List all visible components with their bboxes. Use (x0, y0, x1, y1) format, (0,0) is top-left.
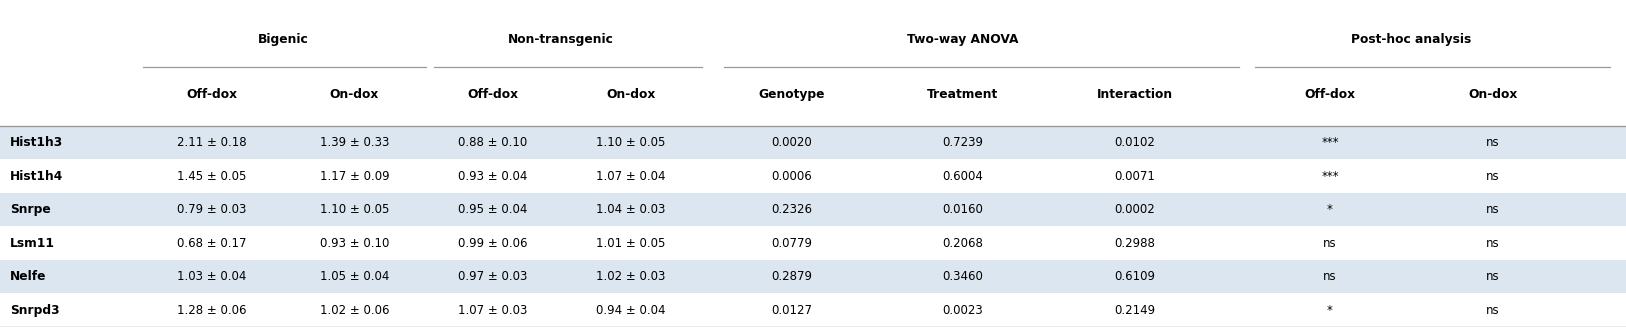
Text: 0.79 ± 0.03: 0.79 ± 0.03 (177, 203, 246, 216)
Text: 0.6109: 0.6109 (1114, 270, 1156, 283)
Text: 0.97 ± 0.03: 0.97 ± 0.03 (459, 270, 527, 283)
Text: 2.11 ± 0.18: 2.11 ± 0.18 (177, 136, 246, 149)
Text: 0.3460: 0.3460 (941, 270, 984, 283)
Text: ***: *** (1322, 136, 1338, 149)
Text: 0.95 ± 0.04: 0.95 ± 0.04 (459, 203, 527, 216)
Text: Hist1h3: Hist1h3 (10, 136, 63, 149)
Bar (0, 260, 1626, 294)
Text: 0.0127: 0.0127 (771, 304, 813, 317)
Text: 0.0160: 0.0160 (941, 203, 984, 216)
Text: On-dox: On-dox (330, 88, 379, 101)
Text: ns: ns (1486, 304, 1499, 317)
Text: ***: *** (1322, 170, 1338, 183)
Text: 0.99 ± 0.06: 0.99 ± 0.06 (459, 237, 527, 250)
Text: Lsm11: Lsm11 (10, 237, 55, 250)
Text: Interaction: Interaction (1098, 88, 1172, 101)
Text: ns: ns (1486, 170, 1499, 183)
Text: Genotype: Genotype (759, 88, 824, 101)
Text: Treatment: Treatment (927, 88, 998, 101)
Text: 0.0779: 0.0779 (771, 237, 813, 250)
Text: Off-dox: Off-dox (467, 88, 519, 101)
Text: ns: ns (1486, 136, 1499, 149)
Text: On-dox: On-dox (606, 88, 655, 101)
Bar (0, 160, 1626, 193)
Text: On-dox: On-dox (1468, 88, 1517, 101)
Text: 1.07 ± 0.03: 1.07 ± 0.03 (459, 304, 527, 317)
Text: 0.2068: 0.2068 (941, 237, 984, 250)
Text: Non-transgenic: Non-transgenic (507, 33, 615, 46)
Text: Hist1h4: Hist1h4 (10, 170, 63, 183)
Text: 0.7239: 0.7239 (941, 136, 984, 149)
Text: 1.02 ± 0.03: 1.02 ± 0.03 (597, 270, 665, 283)
Text: 1.17 ± 0.09: 1.17 ± 0.09 (320, 170, 389, 183)
Text: 0.0071: 0.0071 (1114, 170, 1156, 183)
Text: 1.02 ± 0.06: 1.02 ± 0.06 (320, 304, 389, 317)
Text: 0.0102: 0.0102 (1114, 136, 1156, 149)
Text: 0.2326: 0.2326 (771, 203, 813, 216)
Text: 0.0002: 0.0002 (1114, 203, 1156, 216)
Text: *: * (1327, 203, 1333, 216)
Text: 0.94 ± 0.04: 0.94 ± 0.04 (597, 304, 665, 317)
Text: Post-hoc analysis: Post-hoc analysis (1351, 33, 1472, 46)
Text: 0.88 ± 0.10: 0.88 ± 0.10 (459, 136, 527, 149)
Bar (0, 126, 1626, 160)
Text: 0.0020: 0.0020 (771, 136, 813, 149)
Text: Nelfe: Nelfe (10, 270, 46, 283)
Text: Off-dox: Off-dox (1304, 88, 1356, 101)
Text: 0.0006: 0.0006 (771, 170, 813, 183)
Text: Bigenic: Bigenic (257, 33, 309, 46)
Text: ns: ns (1324, 237, 1337, 250)
Text: Snrpd3: Snrpd3 (10, 304, 60, 317)
Text: 0.2988: 0.2988 (1114, 237, 1156, 250)
Text: 1.39 ± 0.33: 1.39 ± 0.33 (320, 136, 389, 149)
Text: Off-dox: Off-dox (185, 88, 237, 101)
Text: Snrpe: Snrpe (10, 203, 50, 216)
Bar (0, 226, 1626, 260)
Text: ns: ns (1486, 270, 1499, 283)
Text: 1.28 ± 0.06: 1.28 ± 0.06 (177, 304, 246, 317)
Text: 1.04 ± 0.03: 1.04 ± 0.03 (597, 203, 665, 216)
Text: ns: ns (1486, 203, 1499, 216)
Text: 1.03 ± 0.04: 1.03 ± 0.04 (177, 270, 246, 283)
Text: 1.07 ± 0.04: 1.07 ± 0.04 (597, 170, 665, 183)
Text: 0.93 ± 0.10: 0.93 ± 0.10 (320, 237, 389, 250)
Text: ns: ns (1486, 237, 1499, 250)
Text: 1.45 ± 0.05: 1.45 ± 0.05 (177, 170, 246, 183)
Text: 0.0023: 0.0023 (941, 304, 984, 317)
Text: 0.93 ± 0.04: 0.93 ± 0.04 (459, 170, 527, 183)
Bar (0, 193, 1626, 226)
Text: ns: ns (1324, 270, 1337, 283)
Text: 0.68 ± 0.17: 0.68 ± 0.17 (177, 237, 246, 250)
Text: 0.6004: 0.6004 (941, 170, 984, 183)
Text: *: * (1327, 304, 1333, 317)
Text: 1.10 ± 0.05: 1.10 ± 0.05 (597, 136, 665, 149)
Text: 1.01 ± 0.05: 1.01 ± 0.05 (597, 237, 665, 250)
Text: 0.2149: 0.2149 (1114, 304, 1156, 317)
Text: 1.10 ± 0.05: 1.10 ± 0.05 (320, 203, 389, 216)
Text: Two-way ANOVA: Two-way ANOVA (907, 33, 1018, 46)
Text: 1.05 ± 0.04: 1.05 ± 0.04 (320, 270, 389, 283)
Bar (0, 294, 1626, 327)
Text: 0.2879: 0.2879 (771, 270, 813, 283)
